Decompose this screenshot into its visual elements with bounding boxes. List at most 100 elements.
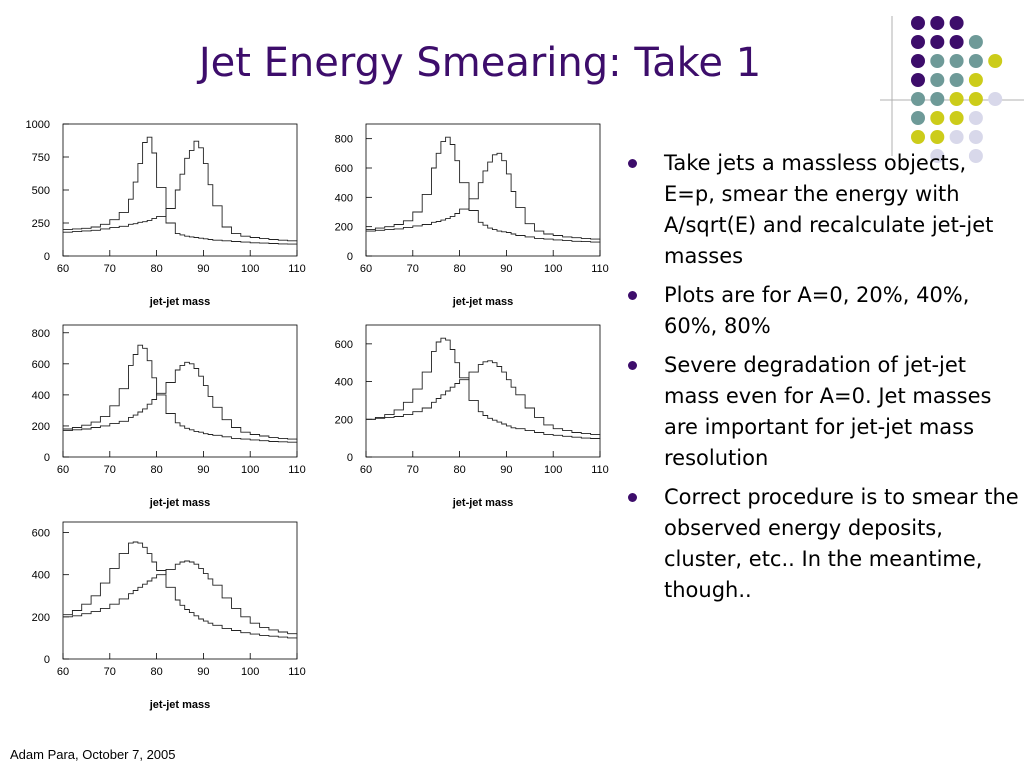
y-tick-label: 0	[347, 452, 353, 464]
x-axis-label: jet-jet mass	[452, 296, 514, 308]
bullet-item: Correct procedure is to smear the observ…	[628, 482, 1020, 606]
y-tick-label: 400	[32, 570, 50, 582]
y-tick-label: 600	[32, 528, 50, 540]
y-tick-label: 200	[335, 414, 353, 426]
x-tick-label: 110	[591, 263, 609, 275]
decorative-dot	[949, 54, 964, 68]
decorative-dot	[968, 73, 983, 87]
y-tick-label: 400	[335, 192, 353, 204]
plot-frame	[62, 521, 298, 660]
y-tick-label: 200	[32, 612, 50, 624]
histogram-series-1	[63, 541, 298, 639]
histogram-panel: 0 250 500 750 1000 60 70 80 90 100 110 jet-jet mass	[26, 119, 306, 308]
x-tick-label: 80	[453, 464, 465, 476]
x-tick-label: 110	[288, 666, 306, 678]
decorative-dot	[930, 130, 945, 144]
decorative-dot	[930, 73, 945, 87]
y-tick-label: 400	[335, 377, 353, 389]
x-tick-label: 80	[150, 464, 162, 476]
x-tick-label: 70	[104, 263, 116, 275]
x-tick-label: 70	[104, 666, 116, 678]
plot-frame	[365, 324, 601, 458]
x-axis-label: jet-jet mass	[452, 497, 514, 509]
y-tick-label: 1000	[26, 119, 50, 131]
decorative-dot	[911, 35, 925, 49]
histogram-panel: 0 200 400 600 800 60 70 80 90 100 110 jet-jet mass	[335, 123, 609, 308]
histogram-panel: 0 200 400 600 800 60 70 80 90 100 110 jet-jet mass	[32, 324, 306, 509]
bullet-text: Correct procedure is to smear the observ…	[664, 485, 1019, 602]
plot-frame	[365, 123, 601, 257]
y-tick-label: 200	[335, 222, 353, 234]
bullet-list: Take jets a massless objects, E=p, smear…	[628, 148, 1020, 614]
x-tick-label: 60	[57, 666, 69, 678]
footer-author-date: Adam Para, October 7, 2005	[10, 747, 176, 762]
histogram-series-2	[366, 360, 601, 436]
y-tick-label: 800	[32, 328, 50, 340]
x-tick-label: 80	[453, 263, 465, 275]
y-tick-label: 0	[347, 251, 353, 263]
x-tick-label: 100	[241, 464, 259, 476]
y-tick-label: 600	[32, 359, 50, 371]
x-axis-label: jet-jet mass	[149, 497, 211, 509]
decorative-dot	[988, 92, 1003, 106]
x-tick-label: 100	[241, 666, 259, 678]
bullet-text: Severe degradation of jet-jet mass even …	[664, 353, 992, 470]
histogram-panel: 0 200 400 600 60 70 80 90 100 110 jet-jet mass	[32, 521, 306, 711]
x-tick-label: 60	[360, 263, 372, 275]
x-tick-label: 60	[57, 464, 69, 476]
x-tick-label: 100	[544, 263, 562, 275]
x-tick-label: 110	[591, 464, 609, 476]
x-tick-label: 90	[197, 464, 209, 476]
decorative-dot	[968, 54, 983, 68]
decorative-dot	[911, 130, 925, 144]
bullet-item: Plots are for A=0, 20%, 40%, 60%, 80%	[628, 280, 1020, 342]
y-tick-label: 0	[44, 251, 50, 263]
y-tick-label: 600	[335, 339, 353, 351]
histogram-series-1	[63, 136, 298, 245]
x-tick-label: 70	[104, 464, 116, 476]
y-tick-label: 0	[44, 452, 50, 464]
x-tick-label: 90	[197, 263, 209, 275]
decorative-dot	[911, 111, 925, 125]
x-tick-label: 70	[407, 263, 419, 275]
decorative-dot	[911, 54, 925, 68]
y-tick-label: 200	[32, 421, 50, 433]
histogram-series-2	[63, 140, 298, 242]
x-tick-label: 90	[197, 666, 209, 678]
decorative-dot	[949, 16, 964, 30]
decorative-dot	[968, 92, 983, 106]
decorative-dot	[911, 92, 925, 106]
histogram-series-1	[366, 337, 601, 440]
bullet-dot-icon	[628, 291, 637, 300]
decorative-dot	[930, 54, 945, 68]
histogram-series-2	[63, 560, 298, 635]
decorative-dot	[930, 35, 945, 49]
histogram-series-2	[366, 152, 601, 240]
decorative-dot	[988, 54, 1003, 68]
decorative-dot	[968, 35, 983, 49]
decorative-dot	[949, 73, 964, 87]
y-tick-label: 750	[32, 152, 50, 164]
histogram-series-2	[63, 361, 298, 440]
decorative-dot	[968, 130, 983, 144]
x-tick-label: 70	[407, 464, 419, 476]
bullet-dot-icon	[628, 361, 637, 370]
decorative-dot	[930, 92, 945, 106]
decorative-dot	[930, 16, 945, 30]
slide-title: Jet Energy Smearing: Take 1	[198, 40, 762, 86]
y-tick-label: 600	[335, 163, 353, 175]
decorative-dot	[949, 111, 964, 125]
y-tick-label: 500	[32, 185, 50, 197]
y-tick-label: 800	[335, 134, 353, 146]
x-tick-label: 100	[241, 263, 259, 275]
y-tick-label: 0	[44, 654, 50, 666]
x-tick-label: 90	[500, 464, 512, 476]
x-tick-label: 80	[150, 666, 162, 678]
decorative-dot	[911, 73, 925, 87]
x-tick-label: 60	[57, 263, 69, 275]
x-axis-label: jet-jet mass	[149, 296, 211, 308]
histogram-series-1	[63, 344, 298, 443]
x-tick-label: 90	[500, 263, 512, 275]
x-axis-label: jet-jet mass	[149, 699, 211, 711]
